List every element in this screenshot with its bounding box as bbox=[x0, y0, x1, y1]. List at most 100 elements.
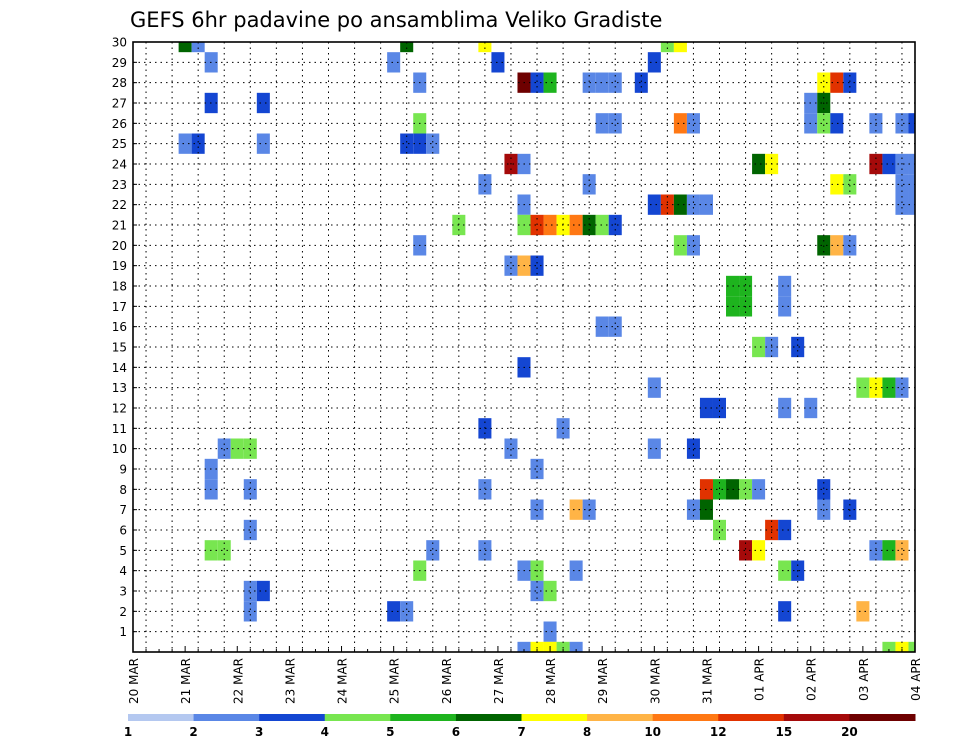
heatmap-cell bbox=[856, 601, 870, 622]
heatmap-cell bbox=[673, 42, 687, 53]
heatmap-cell bbox=[739, 479, 753, 500]
x-tick-label: 31 MAR bbox=[700, 658, 714, 704]
y-tick-label: 29 bbox=[112, 56, 127, 70]
legend-swatch bbox=[849, 714, 916, 721]
heatmap-cell bbox=[843, 174, 857, 195]
heatmap-cell bbox=[712, 397, 727, 419]
legend-label: 12 bbox=[710, 725, 727, 739]
heatmap-cell bbox=[582, 72, 596, 93]
heatmap-cell bbox=[660, 42, 674, 53]
heatmap-cell bbox=[217, 438, 231, 459]
heatmap-cell bbox=[895, 174, 909, 195]
legend-label: 2 bbox=[189, 725, 197, 739]
y-tick-label: 24 bbox=[112, 158, 127, 172]
heatmap-cell bbox=[791, 336, 805, 358]
heatmap-cell bbox=[882, 540, 896, 561]
x-tick-label: 21 MAR bbox=[179, 658, 193, 704]
heatmap-cell bbox=[387, 52, 401, 73]
y-tick-label: 18 bbox=[112, 280, 127, 294]
heatmap-cell bbox=[843, 235, 857, 256]
heatmap-cell bbox=[817, 235, 831, 256]
x-tick-label: 26 MAR bbox=[440, 658, 454, 704]
legend-label: 6 bbox=[452, 725, 460, 739]
legend-label: 5 bbox=[386, 725, 394, 739]
heatmap-cell bbox=[778, 560, 792, 581]
legend-swatch bbox=[718, 714, 785, 721]
heatmap-cell bbox=[882, 377, 896, 398]
legend-label: 15 bbox=[775, 725, 792, 739]
heatmap-cell bbox=[752, 336, 766, 358]
y-tick-label: 7 bbox=[119, 503, 127, 517]
x-tick-label: 02 APR bbox=[805, 658, 819, 701]
heatmap-cell bbox=[530, 255, 544, 276]
y-tick-label: 16 bbox=[112, 320, 127, 334]
heatmap-cell bbox=[908, 194, 915, 215]
y-tick-label: 1 bbox=[119, 625, 127, 639]
heatmap-cell bbox=[830, 113, 844, 134]
heatmap-cell bbox=[530, 580, 544, 602]
legend-swatch bbox=[783, 714, 850, 721]
heatmap-cell bbox=[191, 42, 205, 53]
y-tick-label: 23 bbox=[112, 178, 127, 192]
y-tick-label: 17 bbox=[112, 300, 127, 314]
heatmap-cell bbox=[673, 113, 687, 134]
y-tick-label: 9 bbox=[119, 463, 127, 477]
heatmap-cell bbox=[595, 72, 609, 93]
y-tick-label: 27 bbox=[112, 97, 127, 111]
heatmap-cell bbox=[608, 113, 622, 134]
heatmap-cell bbox=[243, 519, 257, 541]
heatmap-cell bbox=[778, 397, 792, 419]
heatmap-cell bbox=[530, 458, 544, 480]
legend-label: 4 bbox=[321, 725, 329, 739]
heatmap-cell bbox=[217, 540, 231, 561]
heatmap-cell bbox=[712, 479, 727, 500]
y-tick-label: 30 bbox=[112, 36, 127, 50]
heatmap-cell bbox=[491, 52, 505, 73]
legend-swatch bbox=[390, 714, 457, 721]
heatmap-cell bbox=[817, 113, 831, 134]
heatmap-cell bbox=[504, 255, 518, 276]
y-tick-label: 26 bbox=[112, 117, 127, 131]
heatmap-cell bbox=[830, 72, 844, 93]
heatmap-cell bbox=[647, 52, 661, 73]
chart-title: GEFS 6hr padavine po ansamblima Veliko G… bbox=[130, 8, 662, 32]
legend-label: 7 bbox=[517, 725, 525, 739]
heatmap-cell bbox=[595, 113, 609, 134]
heatmap-cell bbox=[543, 214, 557, 236]
x-tick-label: 27 MAR bbox=[492, 658, 506, 704]
heatmap-cell bbox=[712, 519, 727, 541]
heatmap-cell bbox=[752, 540, 766, 561]
color-legend: 1 2 3 4 5 6 7 8 10 12 15 20 bbox=[124, 714, 916, 739]
heatmap-cell bbox=[556, 641, 570, 652]
heatmap-cell bbox=[569, 560, 583, 581]
x-tick-label: 28 MAR bbox=[544, 658, 558, 704]
y-tick-label: 10 bbox=[112, 442, 127, 456]
heatmap-cell bbox=[243, 479, 257, 500]
grid-lines bbox=[133, 42, 915, 652]
x-tick-label: 23 MAR bbox=[283, 658, 297, 704]
legend-swatch bbox=[521, 714, 588, 721]
legend-swatch bbox=[193, 714, 260, 721]
heatmap-cell bbox=[895, 540, 909, 561]
x-tick-label: 25 MAR bbox=[388, 658, 402, 704]
heatmap-cell bbox=[230, 438, 244, 459]
heatmap-cell bbox=[856, 377, 870, 398]
heatmap-cell bbox=[739, 540, 753, 561]
heatmap-cell bbox=[673, 235, 687, 256]
heatmap-cell bbox=[387, 601, 401, 622]
heatmap-cell bbox=[647, 194, 661, 215]
heatmap-cell bbox=[778, 601, 792, 622]
heatmap-cell bbox=[256, 580, 270, 602]
heatmap-cell bbox=[400, 42, 414, 53]
heatmap-cell bbox=[243, 580, 257, 602]
y-tick-label: 11 bbox=[112, 422, 127, 436]
heatmap-cell bbox=[478, 42, 492, 53]
legend-label: 1 bbox=[124, 725, 132, 739]
y-tick-label: 13 bbox=[112, 381, 127, 395]
heatmap-cell bbox=[778, 519, 792, 541]
heatmap-cell bbox=[752, 479, 766, 500]
heatmap-cell bbox=[739, 275, 753, 297]
heatmap-cell bbox=[686, 194, 700, 215]
y-tick-label: 22 bbox=[112, 198, 127, 212]
